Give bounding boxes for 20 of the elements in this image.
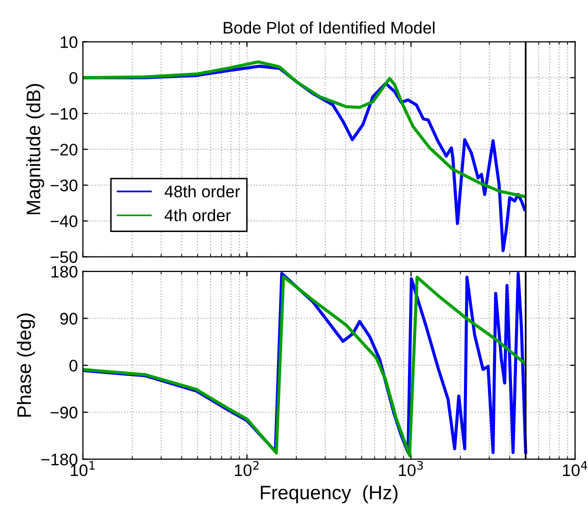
y-tick-label: −90 <box>50 406 78 418</box>
y-tick-label: −20 <box>50 144 78 156</box>
y-tick-label: 10 <box>60 36 78 48</box>
x-axis-title: Frequency (Hz) <box>260 485 398 504</box>
y-tick-label: −50 <box>50 251 78 263</box>
y-tick-label: 180 <box>52 266 78 278</box>
chart-title: Bode Plot of Identified Model <box>224 21 434 34</box>
y-tick-label: −30 <box>50 180 78 192</box>
y-axis-title: Magnitude (dB) <box>26 84 44 214</box>
x-tick-label: 10$^{4}$ <box>563 461 588 476</box>
y-tick-label: 0 <box>69 72 78 84</box>
legend-label: 4th order <box>164 209 231 222</box>
y-axis-title: Phase (deg) <box>16 314 35 417</box>
y-tick-label: −40 <box>50 215 78 228</box>
y-tick-label: 0 <box>69 360 78 372</box>
x-tick-label: 10$^{2}$ <box>234 460 259 476</box>
x-tick-label: 10$^{3}$ <box>398 460 423 476</box>
y-tick-label: −10 <box>50 108 78 120</box>
y-tick-label: 90 <box>60 312 78 325</box>
legend-label: 48th order <box>164 185 240 198</box>
